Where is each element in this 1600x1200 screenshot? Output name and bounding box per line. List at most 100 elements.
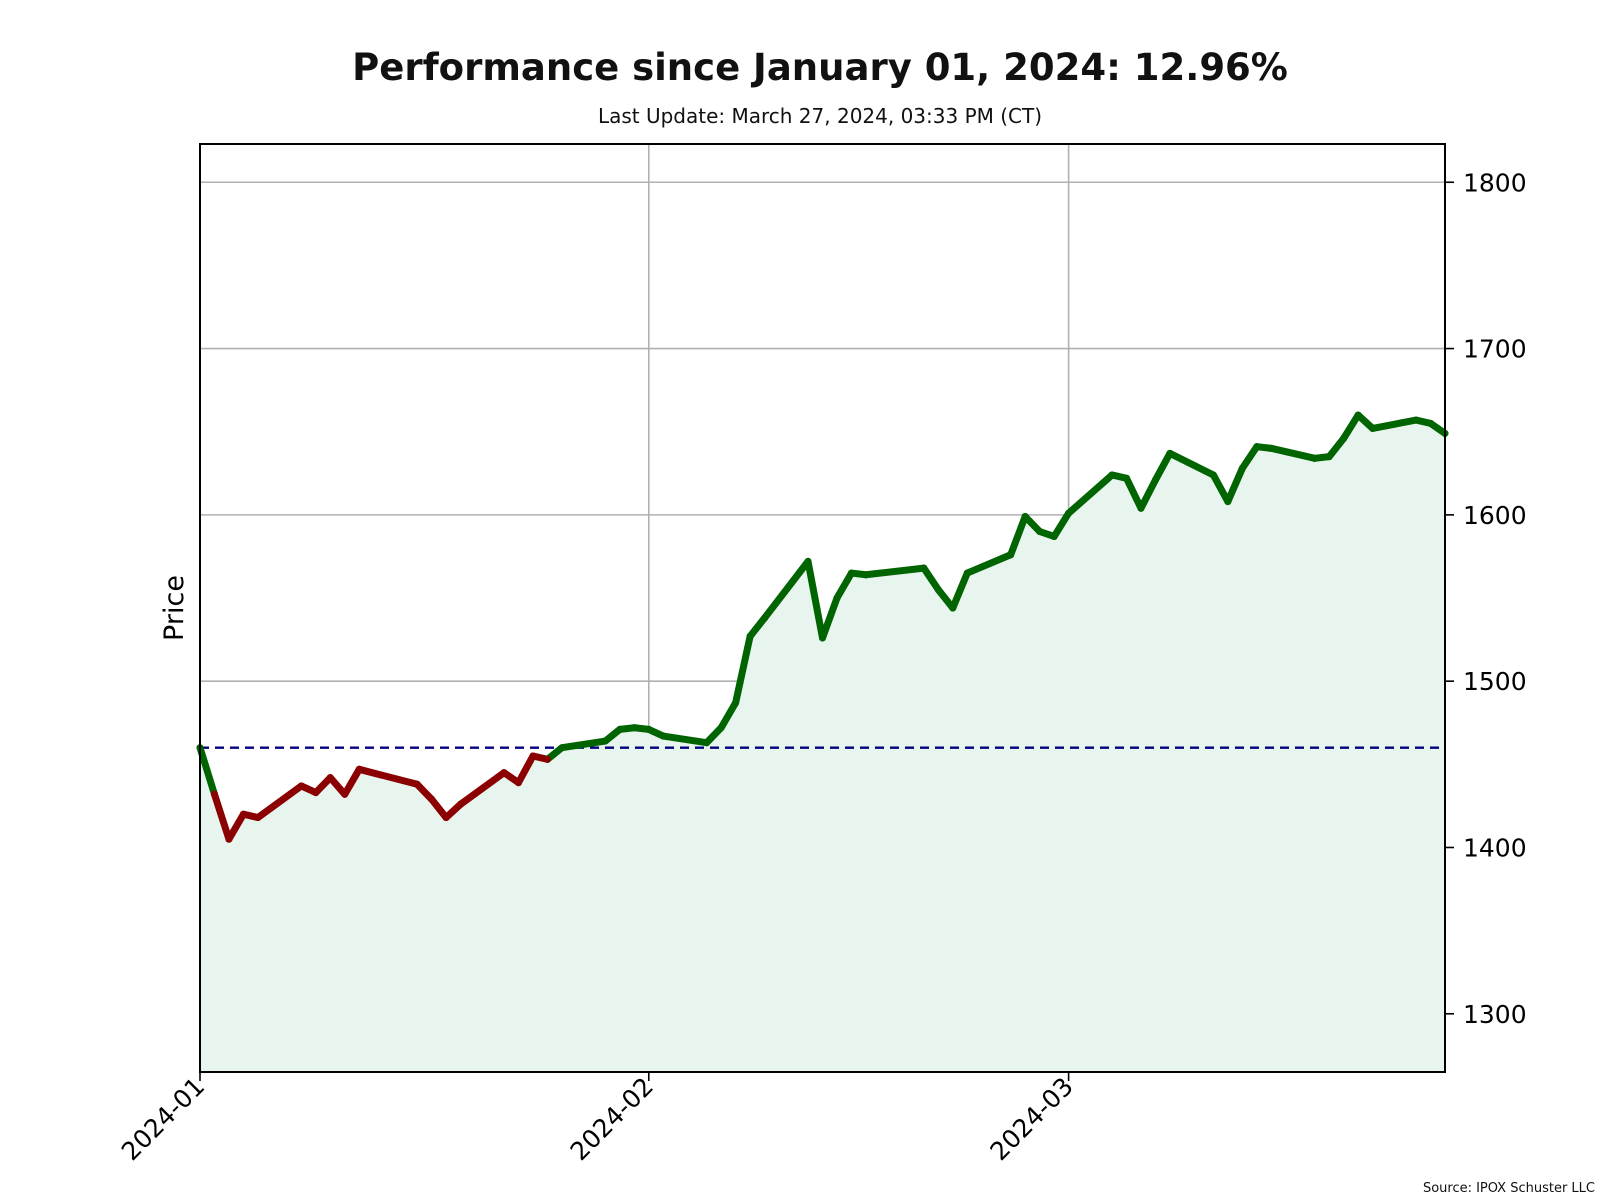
data-point bbox=[732, 699, 740, 707]
data-point bbox=[428, 795, 436, 803]
data-point bbox=[1108, 471, 1116, 479]
line-segment bbox=[428, 795, 450, 822]
x-tick-label: 2024-02 bbox=[565, 1072, 659, 1166]
line-segment bbox=[819, 594, 841, 642]
line-segment bbox=[196, 744, 218, 798]
data-point bbox=[645, 725, 653, 733]
series-line bbox=[196, 411, 1449, 843]
y-tick-label: 1400 bbox=[1463, 833, 1527, 862]
source-note: Source: IPOX Schuster LLC bbox=[1422, 1181, 1595, 1196]
data-point bbox=[1021, 513, 1029, 521]
data-point bbox=[254, 814, 262, 822]
data-point bbox=[1036, 527, 1044, 535]
data-point bbox=[847, 569, 855, 577]
data-point bbox=[616, 725, 624, 733]
line-segment bbox=[457, 769, 508, 808]
y-tick-label: 1800 bbox=[1463, 168, 1527, 197]
data-point bbox=[1427, 419, 1435, 427]
data-point bbox=[326, 774, 334, 782]
data-point bbox=[963, 569, 971, 577]
line-segment bbox=[514, 752, 537, 787]
data-point bbox=[442, 814, 450, 822]
line-segment bbox=[1224, 464, 1246, 506]
line-segment bbox=[1369, 416, 1420, 432]
data-point bbox=[514, 779, 522, 787]
data-point bbox=[920, 564, 928, 572]
data-point bbox=[1123, 474, 1131, 482]
chart-title: Performance since January 01, 2024: 12.9… bbox=[352, 46, 1288, 89]
data-point bbox=[1238, 464, 1246, 472]
data-point bbox=[746, 632, 754, 640]
line-segment bbox=[761, 557, 812, 622]
line-segment bbox=[1151, 449, 1174, 484]
line-segment bbox=[1340, 411, 1362, 442]
line-segment bbox=[804, 557, 826, 642]
y-tick-label: 1300 bbox=[1463, 1000, 1527, 1029]
y-axis-label: Price bbox=[159, 575, 190, 641]
data-point bbox=[703, 739, 711, 747]
data-point bbox=[1267, 444, 1275, 452]
data-point bbox=[1007, 551, 1015, 559]
data-point bbox=[297, 782, 305, 790]
line-segment bbox=[659, 732, 711, 747]
data-point bbox=[225, 835, 233, 843]
data-point bbox=[1311, 454, 1319, 462]
data-point bbox=[1166, 449, 1174, 457]
data-point bbox=[1224, 498, 1232, 506]
data-point bbox=[457, 800, 465, 808]
chart-subtitle: Last Update: March 27, 2024, 03:33 PM (C… bbox=[597, 104, 1043, 128]
line-segment bbox=[558, 737, 609, 752]
y-tick-label: 1700 bbox=[1463, 335, 1527, 364]
data-point bbox=[804, 557, 812, 565]
line-segment bbox=[746, 614, 769, 640]
data-point bbox=[1050, 532, 1058, 540]
data-point bbox=[862, 571, 870, 579]
line-segment bbox=[1137, 476, 1159, 512]
line-segment bbox=[1238, 443, 1261, 472]
data-point bbox=[1151, 476, 1159, 484]
data-point bbox=[1253, 443, 1261, 451]
data-point bbox=[1354, 411, 1362, 419]
data-point bbox=[529, 752, 537, 760]
data-point bbox=[239, 810, 247, 818]
data-point bbox=[819, 634, 826, 642]
data-point bbox=[659, 732, 667, 740]
data-point bbox=[1325, 453, 1333, 461]
line-segment bbox=[1050, 509, 1073, 540]
data-point bbox=[1065, 509, 1073, 517]
x-tick-label: 2024-01 bbox=[116, 1072, 210, 1166]
line-segment bbox=[833, 569, 855, 602]
line-segment bbox=[1325, 434, 1348, 461]
area-fill bbox=[200, 415, 1445, 1073]
data-point bbox=[949, 604, 957, 612]
line-segment bbox=[254, 782, 305, 822]
data-point bbox=[210, 790, 218, 798]
line-segment bbox=[862, 564, 928, 579]
data-point bbox=[601, 737, 609, 745]
data-point bbox=[413, 780, 421, 788]
data-point bbox=[1369, 424, 1377, 432]
data-point bbox=[1412, 416, 1420, 424]
data-point bbox=[717, 724, 725, 732]
line-segment bbox=[341, 765, 363, 798]
data-point bbox=[934, 586, 942, 594]
data-point bbox=[500, 769, 508, 777]
data-point bbox=[761, 614, 769, 622]
data-point bbox=[630, 724, 638, 732]
data-point bbox=[341, 790, 349, 798]
x-tick-label: 2024-03 bbox=[984, 1072, 1078, 1166]
line-segment bbox=[1166, 449, 1217, 479]
data-point bbox=[1209, 471, 1217, 479]
data-point bbox=[833, 594, 841, 602]
plot-frame bbox=[199, 143, 1446, 1073]
data-point bbox=[1340, 434, 1348, 442]
data-point bbox=[543, 755, 551, 763]
data-point bbox=[355, 765, 363, 773]
line-segment bbox=[1123, 474, 1145, 512]
line-segment bbox=[210, 790, 233, 843]
y-tick-label: 1500 bbox=[1463, 667, 1527, 696]
line-segment bbox=[1065, 471, 1116, 517]
data-point bbox=[558, 744, 566, 752]
line-segment bbox=[225, 810, 247, 843]
